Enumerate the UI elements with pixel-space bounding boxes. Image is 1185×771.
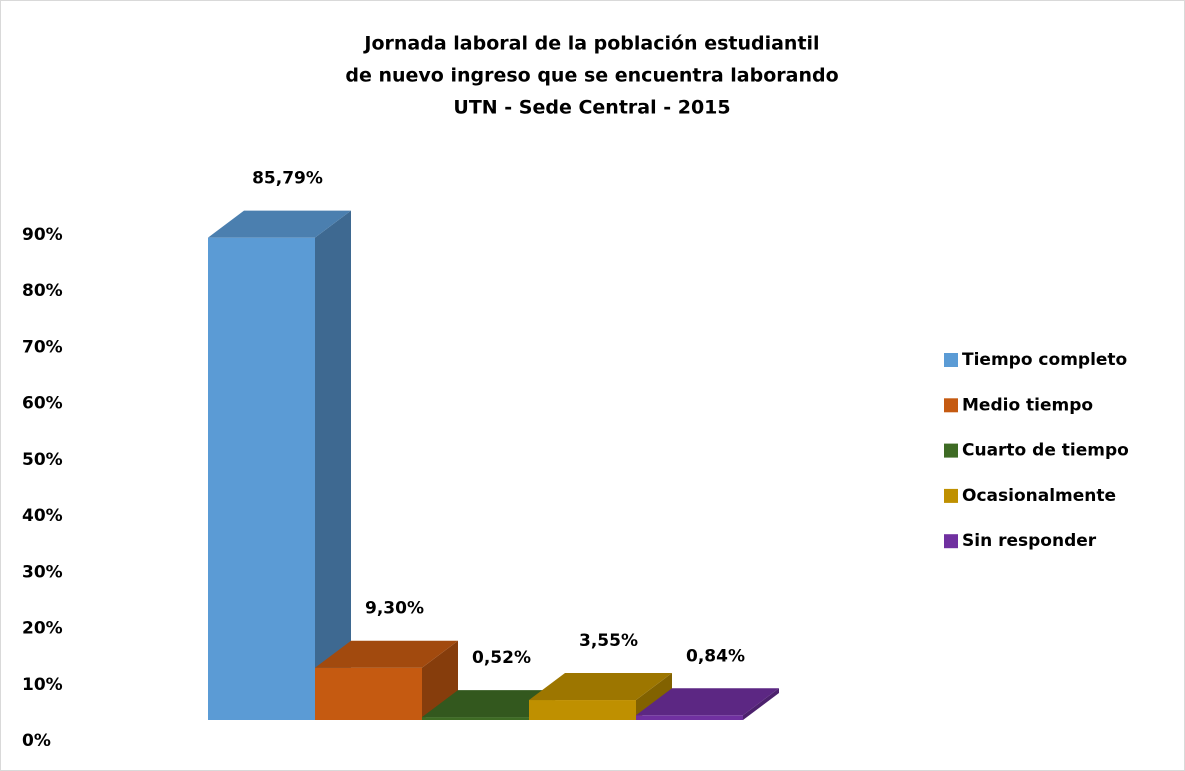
- data-label: 85,79%: [252, 169, 323, 189]
- y-tick-label: 80%: [22, 281, 63, 301]
- y-tick-label: 30%: [22, 562, 63, 582]
- y-tick-label: 50%: [22, 450, 63, 470]
- legend-swatch: [944, 443, 958, 458]
- data-label: 9,30%: [365, 599, 424, 619]
- bar-top: [529, 673, 672, 701]
- legend-label: Medio tiempo: [962, 395, 1093, 415]
- data-label: 0,52%: [472, 648, 531, 668]
- bar-side: [743, 688, 779, 720]
- chart-title: Jornada laboral de la población estudian…: [362, 33, 819, 55]
- legend-swatch: [944, 488, 958, 503]
- data-label: 0,84%: [686, 646, 745, 666]
- chart-title: de nuevo ingreso que se encuentra labora…: [345, 65, 838, 87]
- bar: [636, 715, 743, 720]
- bar: [315, 667, 422, 720]
- data-label: 3,55%: [579, 631, 638, 651]
- bar-side: [315, 210, 351, 720]
- y-tick-label: 60%: [22, 394, 63, 414]
- legend-swatch: [944, 398, 958, 413]
- bar: [422, 717, 529, 720]
- chart-title: UTN - Sede Central - 2015: [453, 97, 730, 119]
- y-tick-label: 40%: [22, 506, 63, 526]
- legend-swatch: [944, 353, 958, 367]
- bar-top: [315, 640, 458, 668]
- bar-side: [636, 673, 672, 720]
- bar: [208, 237, 315, 720]
- legend-swatch: [944, 534, 958, 549]
- y-tick-label: 10%: [22, 675, 63, 695]
- legend-label: Sin responder: [962, 531, 1097, 551]
- y-tick-label: 70%: [22, 337, 63, 357]
- bar-top: [208, 210, 351, 238]
- legend-label: Cuarto de tiempo: [962, 441, 1129, 461]
- legend-label: Ocasionalmente: [962, 486, 1116, 506]
- y-tick-label: 20%: [22, 619, 63, 639]
- bar: [529, 700, 636, 720]
- legend-label: Tiempo completo: [962, 350, 1127, 370]
- bar-top: [636, 688, 779, 716]
- y-tick-label: 90%: [22, 225, 63, 245]
- bar-side: [422, 640, 458, 720]
- y-tick-label: 0%: [22, 731, 51, 751]
